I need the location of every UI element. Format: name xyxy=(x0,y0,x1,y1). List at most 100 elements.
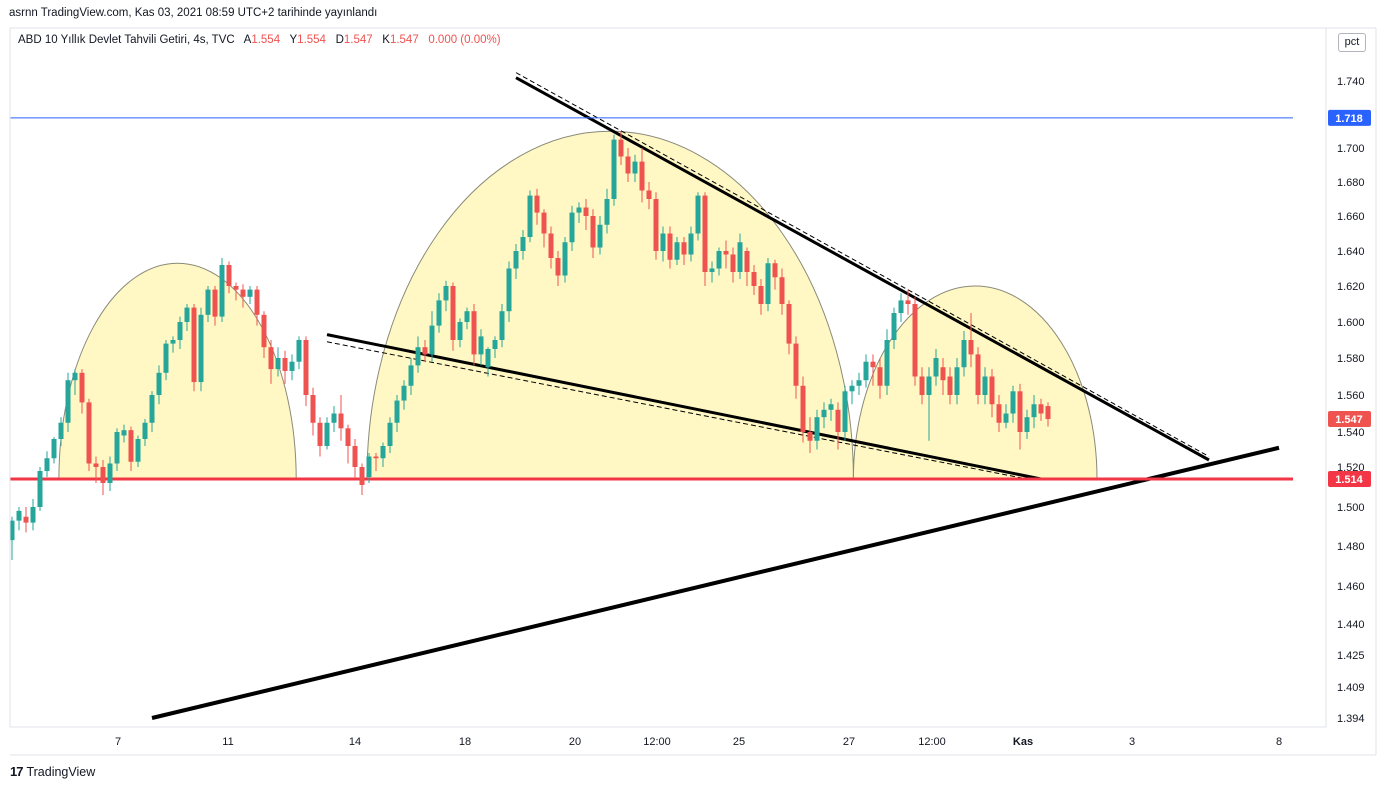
candle-body xyxy=(359,467,365,485)
candle-body xyxy=(751,272,757,286)
candle-body xyxy=(842,391,848,432)
candle-body xyxy=(849,385,855,392)
candle-body xyxy=(65,380,71,423)
dome-drawings xyxy=(58,130,1098,480)
candle-body xyxy=(660,233,666,251)
symbol-title[interactable]: ABD 10 Yıllık Devlet Tahvili Getiri, 4s,… xyxy=(18,34,235,46)
candle-body xyxy=(149,395,155,423)
y-tick-label: 1.700 xyxy=(1337,143,1365,155)
candle-body xyxy=(898,300,904,313)
candle-body xyxy=(100,467,106,483)
trend-line xyxy=(515,76,1210,462)
y-tick-label: 1.500 xyxy=(1337,502,1365,514)
candle-body xyxy=(51,439,57,459)
candle-body xyxy=(135,439,141,462)
candle-body xyxy=(436,300,442,326)
axes: 1.740 1.700 1.680 1.660 1.640 1.620 1.600 1.580… xyxy=(9,27,1377,756)
candle-body xyxy=(485,349,491,368)
high-value: 1.554 xyxy=(297,34,326,46)
y-tick-label: 1.540 xyxy=(1337,427,1365,439)
candle-body xyxy=(499,311,505,340)
candle-body xyxy=(688,233,694,255)
candle-body xyxy=(870,361,876,368)
y-tick-label: 1.440 xyxy=(1337,619,1365,631)
candle-body xyxy=(520,237,526,251)
candle-body xyxy=(947,376,953,395)
candle-body xyxy=(1010,391,1016,414)
candle-body xyxy=(184,307,190,322)
low-value: 1.547 xyxy=(343,34,373,46)
candle-body xyxy=(464,311,470,322)
price-label-text: 1.547 xyxy=(1335,414,1363,426)
candle-body xyxy=(576,207,582,213)
y-tick-label: 1.460 xyxy=(1337,581,1365,593)
candle-body xyxy=(268,347,274,370)
candle-body xyxy=(429,325,435,355)
candle-body xyxy=(191,307,197,383)
candle-body xyxy=(303,340,309,395)
price-label-badge xyxy=(1328,411,1371,428)
footer-brand[interactable]: 17 TradingView xyxy=(10,764,95,779)
close-value: 1.547 xyxy=(389,34,419,46)
y-tick-label: 1.560 xyxy=(1337,390,1365,402)
candle-body xyxy=(835,409,841,432)
candle-body xyxy=(548,233,554,258)
candle-body xyxy=(912,304,918,377)
candle-body xyxy=(863,361,869,381)
candle-body xyxy=(940,367,946,381)
candle-body xyxy=(240,289,246,297)
candle-body xyxy=(604,199,610,225)
y-tick-label: 1.740 xyxy=(1337,76,1365,88)
x-tick-label: 18 xyxy=(459,736,471,748)
candle-body xyxy=(93,463,99,467)
price-label-text: 1.718 xyxy=(1335,113,1363,125)
candle-body xyxy=(1024,417,1030,432)
candle-body xyxy=(856,380,862,386)
y-tick-label: 1.480 xyxy=(1337,541,1365,553)
candle-body xyxy=(107,463,113,483)
y-tick-label: 1.640 xyxy=(1337,246,1365,258)
candle-body xyxy=(716,251,722,269)
x-tick-label: 3 xyxy=(1129,736,1135,748)
candle-body xyxy=(695,195,701,234)
candle-body xyxy=(1031,404,1037,418)
dome-drawing xyxy=(58,262,297,480)
x-tick-label: 12:00 xyxy=(643,736,671,748)
candle-body xyxy=(79,372,85,403)
candle-body xyxy=(646,190,652,199)
open-label: A xyxy=(243,34,252,46)
candle-body xyxy=(219,265,225,317)
candle-body xyxy=(954,367,960,395)
candle-body xyxy=(534,195,540,213)
candle-body xyxy=(639,161,645,191)
x-tick-label: 14 xyxy=(349,736,361,748)
candle-body xyxy=(261,314,267,348)
candle-body xyxy=(541,212,547,234)
candle-body xyxy=(772,263,778,278)
candle-body xyxy=(317,422,323,446)
candle-body xyxy=(30,507,36,523)
percent-scale-button[interactable]: pct xyxy=(1338,33,1366,52)
candle-body xyxy=(779,277,785,304)
candle-body xyxy=(555,258,561,276)
candle-body xyxy=(926,376,932,395)
candle-body xyxy=(793,343,799,386)
candle-body xyxy=(758,286,764,304)
candle-body xyxy=(380,446,386,459)
candle-body xyxy=(275,358,281,370)
y-tick-label: 1.409 xyxy=(1337,682,1365,694)
x-tick-label: 7 xyxy=(115,736,121,748)
x-tick-label: 12:00 xyxy=(918,736,946,748)
candle-body xyxy=(415,347,421,366)
y-tick-label: 1.425 xyxy=(1337,650,1365,662)
x-tick-label: 25 xyxy=(733,736,745,748)
candle-body xyxy=(653,199,659,251)
candle-body xyxy=(618,139,624,157)
candle-body xyxy=(128,430,134,462)
candle-body xyxy=(331,413,337,423)
y-tick-label: 1.394 xyxy=(1337,713,1365,725)
candle-body xyxy=(527,195,533,237)
close-label: K xyxy=(382,34,390,46)
candle-body xyxy=(422,347,428,355)
